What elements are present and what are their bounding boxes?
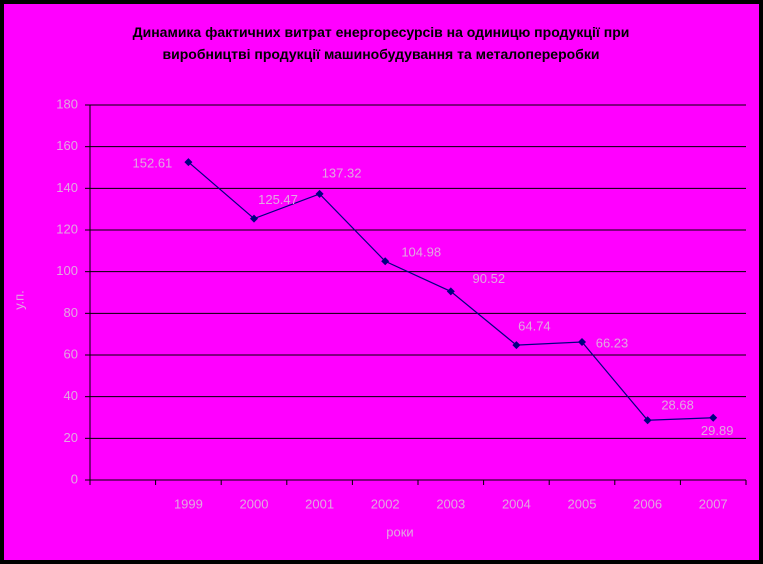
point: [446, 287, 455, 296]
data-label: 104.98: [401, 245, 441, 260]
point: [315, 189, 324, 198]
x-tick-label: 2005: [568, 496, 597, 511]
x-tick-label: 2006: [633, 496, 662, 511]
x-tick-label: 2007: [699, 496, 728, 511]
x-tick-label: 2000: [240, 496, 269, 511]
y-tick-label: 40: [64, 388, 78, 403]
y-tick-label: 20: [64, 430, 78, 445]
x-tick-label: 2003: [436, 496, 465, 511]
data-label: 90.52: [473, 271, 506, 286]
data-label: 137.32: [322, 165, 362, 180]
x-tick-label: 2002: [371, 496, 400, 511]
data-label: 29.89: [701, 423, 734, 438]
data-label: 66.23: [596, 335, 629, 350]
chart-title: Динамика фактичних витрат енергоресурсів…: [133, 24, 630, 62]
x-tick-label: 2001: [305, 496, 334, 511]
data-label: 28.68: [661, 398, 694, 413]
y-tick-label: 140: [56, 180, 78, 195]
point: [709, 413, 718, 422]
point: [184, 158, 193, 167]
chart-background: [4, 4, 759, 560]
y-tick-label: 120: [56, 221, 78, 236]
y-tick-label: 160: [56, 138, 78, 153]
data-label: 152.61: [133, 156, 173, 171]
x-tick-label: 1999: [174, 496, 203, 511]
y-tick-label: 0: [71, 471, 78, 486]
point: [578, 338, 586, 347]
y-axis-label: у.п.: [11, 290, 26, 309]
data-label: 125.47: [258, 192, 298, 207]
point: [643, 416, 652, 425]
y-tick-label: 60: [64, 346, 78, 361]
y-tick-label: 100: [56, 263, 78, 278]
point: [250, 214, 258, 223]
x-tick-label: 2004: [502, 496, 531, 511]
point: [381, 257, 390, 266]
y-tick-label: 80: [64, 305, 78, 320]
x-axis-label: роки: [386, 524, 413, 539]
y-tick-label: 180: [56, 96, 78, 111]
point: [512, 341, 521, 350]
data-label: 64.74: [518, 319, 551, 334]
